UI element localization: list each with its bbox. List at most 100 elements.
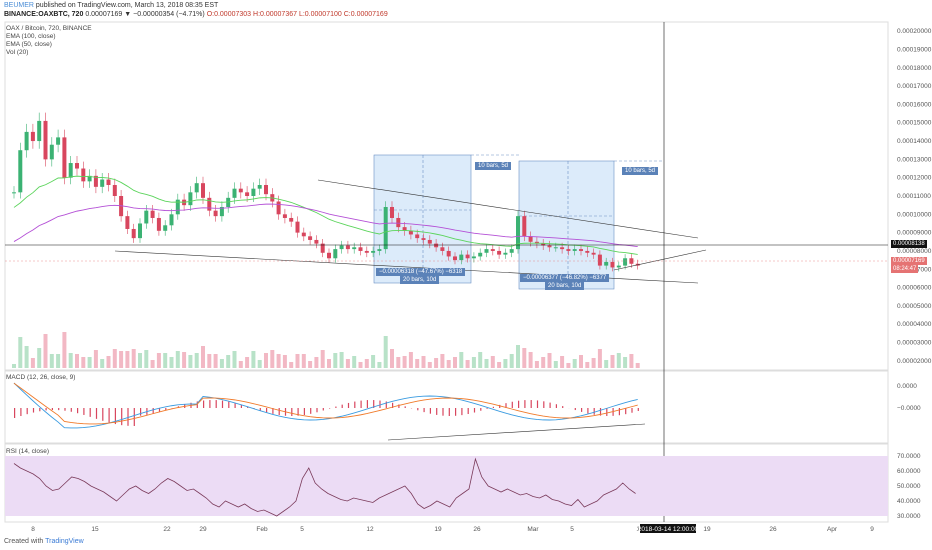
candle-body — [289, 217, 294, 222]
macd-hist — [511, 401, 513, 408]
volume-bar — [541, 357, 546, 368]
time-tick: 26 — [769, 526, 777, 533]
publisher-name[interactable]: BEUMER — [4, 2, 34, 9]
candle-body — [402, 227, 407, 231]
macd-hist — [499, 404, 501, 408]
candle-body — [522, 216, 527, 237]
candle-body — [585, 250, 590, 253]
y-tick-label: 0.00010000 — [897, 211, 932, 218]
macd-hist — [89, 408, 91, 417]
macd-hist — [404, 406, 406, 408]
macd-hist — [297, 408, 299, 416]
macd-hist — [574, 408, 576, 411]
volume-bar — [87, 357, 92, 368]
candle-body — [301, 232, 306, 237]
volume-bar — [402, 356, 407, 368]
volume-bar — [516, 345, 520, 368]
macd-hist — [467, 408, 469, 415]
volume-bar — [427, 362, 432, 368]
volume-bar — [396, 357, 401, 368]
macd-label: MACD (12, 26, close, 9) — [6, 374, 76, 381]
volume-bar — [207, 354, 212, 368]
date-label: 2018-03-14 12:00:00 — [638, 526, 699, 533]
macd-hist — [555, 404, 557, 408]
macd-hist — [95, 408, 98, 419]
candle-body — [352, 247, 357, 250]
high-value: H:0.00007367 — [253, 11, 297, 18]
candle-body — [345, 245, 350, 250]
volume-bar — [169, 357, 174, 368]
candle-body — [339, 245, 344, 250]
volume-bar — [282, 355, 287, 368]
macd-hist — [618, 408, 620, 416]
y-tick-label: 0.00006000 — [897, 285, 932, 292]
volume-bar — [106, 356, 111, 368]
macd-hist — [32, 408, 35, 413]
macd-hist — [133, 408, 135, 426]
volume-bar — [490, 356, 495, 368]
volume-bar — [163, 353, 168, 368]
macd-hist — [341, 404, 343, 408]
candle-body — [112, 185, 117, 196]
symbol-label: BINANCE:OAXBTC, 720 — [4, 11, 84, 18]
candle-body — [427, 239, 432, 244]
tradingview-logo[interactable]: TradingView — [45, 538, 84, 545]
macd-hist — [398, 404, 400, 408]
time-tick: 12 — [366, 526, 374, 533]
time-tick: 5 — [300, 526, 304, 533]
candle-body — [201, 183, 205, 198]
candle-body — [333, 249, 338, 259]
volume-bar — [635, 363, 640, 368]
candle-body — [616, 265, 621, 268]
volume-bar — [522, 348, 527, 368]
macd-hist — [272, 408, 274, 414]
candle-body — [478, 252, 483, 257]
candle-body — [18, 150, 23, 193]
volume-bar — [37, 348, 42, 368]
macd-hist — [291, 408, 293, 416]
volume-bar — [245, 357, 250, 368]
volume-bar — [579, 355, 583, 368]
volume-bar — [93, 350, 98, 368]
volume-bar — [484, 359, 489, 368]
time-tick: 5 — [570, 526, 574, 533]
volume-bar — [390, 349, 394, 368]
candle-body — [169, 214, 174, 226]
candle-body — [434, 243, 439, 248]
volume-bar — [446, 360, 451, 368]
macd-hist — [505, 403, 507, 408]
volume-bar — [68, 353, 73, 368]
candle-body — [629, 258, 634, 264]
ema100-line — [13, 203, 638, 248]
volume-bar — [138, 353, 142, 368]
macd-hist — [310, 408, 312, 414]
volume-bar — [226, 355, 231, 368]
volume-bar — [270, 350, 275, 368]
macd-hist — [26, 408, 28, 415]
candle-body — [75, 163, 79, 169]
date-badge — [640, 524, 696, 533]
volume-bar — [81, 357, 86, 368]
volume-bar — [119, 351, 124, 368]
macd-hist — [385, 401, 387, 408]
y-tick-label: 0.00003000 — [897, 340, 932, 347]
macd-hist — [240, 404, 242, 408]
y-tick-label: 0.00013000 — [897, 156, 932, 163]
measure-1-bottom-1: −0.00006318 (−47.67%) −6318 — [376, 268, 466, 276]
volume-bar — [566, 363, 571, 368]
macd-hist — [45, 408, 47, 411]
candle-body — [87, 175, 92, 182]
macd-hist — [360, 400, 362, 408]
volume-bar — [24, 346, 29, 368]
macd-hist — [102, 408, 104, 421]
macd-pane — [4, 370, 889, 444]
macd-hist — [366, 400, 368, 408]
header-line-1: BEUMER published on TradingView.com, Mar… — [4, 2, 218, 9]
macd-hist — [215, 400, 217, 408]
candle-body — [24, 131, 29, 151]
candle-body — [364, 250, 369, 253]
measure-box-2 — [518, 160, 615, 290]
macd-hist — [347, 402, 350, 408]
volume-bar — [251, 351, 256, 368]
